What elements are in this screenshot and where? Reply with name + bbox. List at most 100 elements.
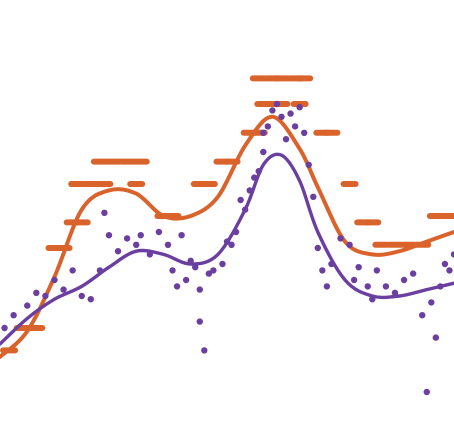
purple-point-37	[241, 206, 249, 213]
purple-point-47	[282, 136, 290, 143]
purple-point-34	[228, 241, 235, 248]
orange-point-11	[90, 158, 109, 165]
orange-point-15	[127, 181, 146, 187]
orange-point-12	[104, 158, 123, 165]
orange-point-8	[68, 181, 87, 187]
purple-point-25	[187, 257, 194, 264]
purple-point-64	[373, 267, 381, 274]
purple-point-60	[350, 276, 358, 284]
purple-point-58	[337, 235, 344, 242]
purple-series	[0, 100, 454, 396]
purple-point-55	[319, 267, 326, 274]
purple-point-27	[196, 318, 203, 325]
purple-point-35	[232, 228, 240, 236]
purple-point-21	[169, 267, 176, 274]
purple-point-17	[137, 232, 144, 239]
purple-point-8	[69, 267, 76, 274]
purple-point-59	[346, 241, 353, 248]
purple-point-33	[223, 238, 231, 245]
purple-point-20	[164, 241, 172, 248]
purple-point-32	[219, 260, 226, 268]
purple-point-76	[450, 251, 454, 258]
purple-point-48	[287, 110, 294, 117]
purple-point-4	[33, 289, 40, 296]
purple-point-7	[60, 286, 67, 293]
orange-point-35	[340, 181, 359, 187]
orange-point-5	[54, 245, 73, 251]
orange-point-42	[426, 213, 445, 219]
purple-point-43	[264, 123, 272, 130]
purple-point-49	[291, 123, 299, 130]
purple-point-45	[273, 100, 281, 108]
purple-point-10	[87, 296, 95, 303]
orange-point-19	[199, 181, 218, 187]
purple-point-41	[260, 148, 267, 156]
purple-point-15	[123, 235, 131, 242]
purple-point-69	[419, 312, 426, 319]
purple-point-26	[192, 264, 199, 271]
purple-point-29	[201, 347, 208, 354]
purple-point-5	[42, 292, 49, 300]
purple-point-42	[260, 129, 267, 136]
purple-point-12	[101, 209, 108, 216]
orange-point-13	[118, 158, 137, 165]
purple-point-72	[432, 334, 440, 341]
purple-point-57	[328, 260, 335, 268]
purple-point-6	[51, 276, 58, 284]
orange-point-14	[131, 158, 150, 165]
purple-point-9	[78, 292, 85, 300]
orange-point-27	[249, 75, 268, 82]
purple-point-51	[300, 129, 308, 136]
purple-point-54	[314, 244, 321, 252]
orange-point-9	[81, 181, 100, 187]
purple-point-46	[278, 113, 285, 121]
purple-point-38	[246, 187, 253, 194]
purple-point-16	[133, 241, 140, 248]
purple-point-74	[441, 260, 449, 268]
orange-point-41	[413, 241, 432, 248]
orange-point-31	[295, 75, 314, 82]
orange-point-37	[363, 219, 382, 226]
orange-point-43	[440, 213, 454, 219]
purple-point-68	[409, 270, 417, 277]
purple-point-36	[237, 196, 244, 204]
purple-point-66	[391, 289, 399, 296]
orange-point-39	[385, 241, 404, 248]
orange-point-1	[0, 347, 19, 354]
purple-point-31	[210, 267, 217, 274]
purple-point-13	[105, 232, 113, 239]
orange-point-7	[72, 219, 91, 226]
orange-point-40	[399, 241, 418, 248]
plot-area	[0, 75, 454, 396]
orange-point-38	[372, 241, 391, 248]
purple-point-2	[10, 312, 17, 319]
purple-point-65	[382, 283, 390, 290]
purple-point-1	[1, 324, 8, 332]
purple-point-14	[114, 248, 122, 255]
purple-point-52	[305, 161, 312, 168]
purple-point-11	[96, 267, 104, 274]
purple-point-30	[205, 270, 213, 277]
orange-point-10	[95, 181, 114, 187]
purple-point-56	[323, 283, 331, 290]
purple-point-3	[24, 302, 31, 309]
purple-point-18	[146, 251, 154, 258]
purple-point-23	[178, 232, 185, 239]
purple-point-22	[173, 283, 181, 290]
purple-point-71	[428, 299, 435, 306]
orange-point-29	[272, 75, 291, 82]
purple-point-63	[369, 296, 376, 303]
purple-point-44	[269, 107, 276, 114]
purple-point-70	[423, 388, 430, 396]
purple-point-67	[400, 276, 408, 284]
purple-point-39	[251, 174, 258, 181]
orange-point-3	[27, 325, 46, 331]
orange-smoothed-line	[0, 114, 454, 359]
orange-point-17	[163, 213, 182, 219]
purple-point-40	[255, 168, 262, 175]
orange-point-21	[222, 158, 241, 165]
purple-point-61	[355, 264, 362, 271]
purple-point-53	[310, 193, 317, 200]
purple-point-62	[364, 283, 371, 290]
